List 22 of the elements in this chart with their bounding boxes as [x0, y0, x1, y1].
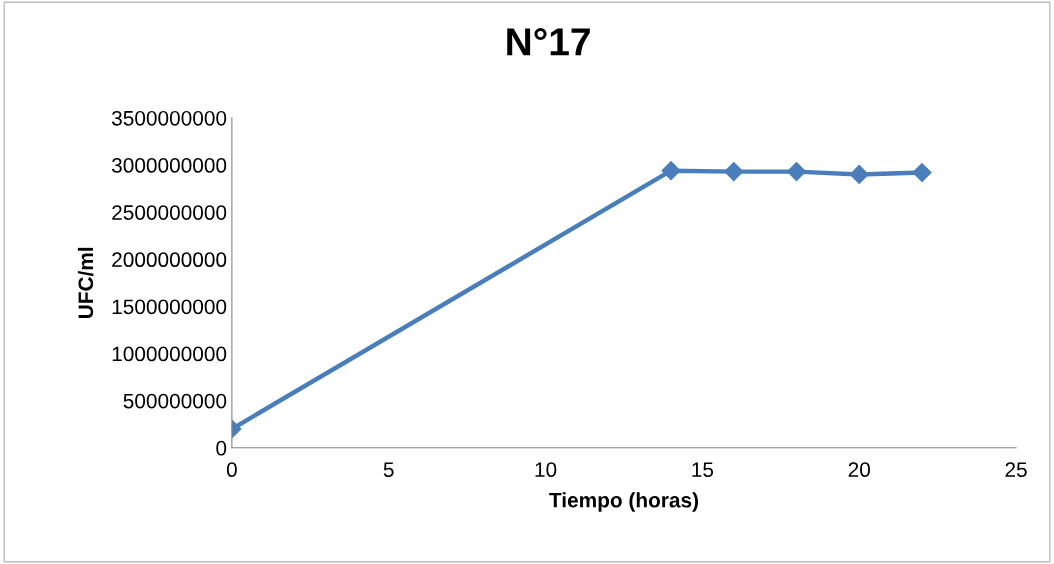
point [786, 162, 807, 182]
y-tick-label: 2000000000 [112, 252, 227, 268]
point [724, 162, 744, 182]
point [912, 163, 932, 183]
point [849, 164, 869, 184]
y-axis-title: UFC/ml [77, 247, 94, 319]
y-tick-label: 1500000000 [112, 299, 227, 315]
x-tick-label: 15 [692, 462, 714, 478]
x-tick-label: 20 [848, 462, 870, 478]
y-tick-label: 0 [216, 440, 227, 456]
y-tick-label: 500000000 [123, 393, 227, 409]
y-tick-label: 2500000000 [112, 205, 227, 220]
y-tick-label: 3000000000 [111, 158, 227, 173]
y-tick-label: 1000000000 [112, 346, 227, 362]
chart-title: N°17 [507, 28, 590, 56]
x-tick-label: 25 [1005, 462, 1027, 478]
x-tick-label: 5 [383, 462, 394, 478]
y-tick-label: 3500000000 [111, 110, 227, 126]
point [661, 161, 681, 181]
x-tick-label: 10 [535, 462, 557, 478]
x-axis-title: Tiempo (horas) [549, 492, 698, 512]
x-tick-label: 0 [226, 462, 237, 478]
